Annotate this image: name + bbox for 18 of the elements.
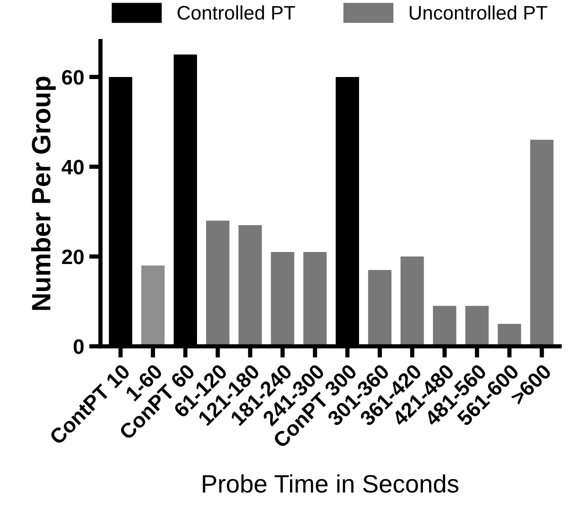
bar [206,220,230,346]
y-tick-label: 60 [62,70,84,85]
y-tick-label: 0 [74,339,84,354]
x-axis-title: Probe Time in Seconds [202,474,458,493]
legend-label: Controlled PT [178,5,296,20]
bar [368,270,392,346]
bar [432,306,456,346]
bar [238,225,262,346]
bar [400,256,424,346]
y-tick-label: 40 [62,160,84,174]
bar [303,252,327,346]
bar [141,265,165,346]
y-axis-title: Number Per Group [31,76,56,310]
legend-label: Uncontrolled PT [410,5,548,20]
bar [270,252,294,346]
y-tick-label: 20 [62,250,84,264]
bar [465,306,489,346]
bar [530,140,554,346]
